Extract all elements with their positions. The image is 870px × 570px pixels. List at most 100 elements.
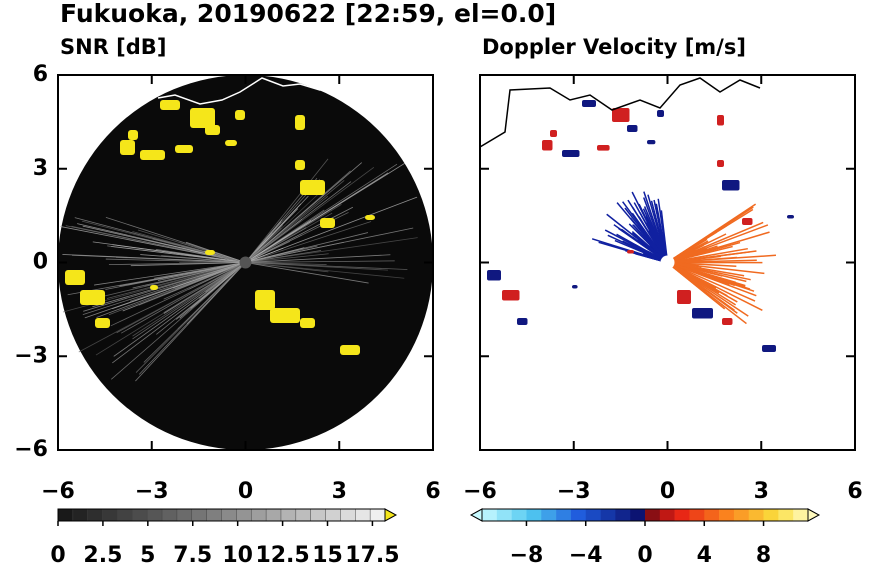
echo [717, 115, 724, 126]
echo-ray [135, 262, 246, 373]
echo [787, 215, 794, 219]
colorbar-segment [748, 509, 764, 521]
colorbar-tick-label: 15 [312, 543, 343, 568]
echo-ray [245, 227, 282, 263]
colorbar-segment [176, 508, 193, 522]
echo-ray [245, 253, 329, 263]
colorbar-segment [206, 508, 223, 522]
colorbar-segment [102, 508, 119, 522]
center [660, 255, 675, 270]
coastline [157, 77, 334, 105]
echo-ray [120, 262, 246, 334]
echo-ray [245, 206, 354, 263]
radar-image [58, 75, 433, 450]
colorbar-tick-label: 10 [222, 543, 253, 568]
colorbar-tick-label: −4 [569, 543, 603, 568]
echo [300, 318, 315, 328]
echo [225, 140, 237, 146]
echo-ray [110, 262, 246, 327]
echo-ray [245, 221, 372, 263]
x-tick-label: 3 [332, 479, 347, 504]
echo-ray [667, 247, 748, 264]
echo [295, 160, 305, 170]
echo [235, 110, 245, 120]
colorbar-segment [733, 509, 750, 521]
colorbar-segment [674, 509, 690, 521]
echo-ray [650, 200, 669, 263]
echo-ray [245, 172, 389, 263]
coastline [480, 77, 761, 148]
echo [572, 285, 578, 289]
colorbar-tick-label: 17.5 [345, 543, 399, 568]
panel-title: SNR [dB] [60, 35, 166, 59]
echo [502, 290, 520, 301]
echo [255, 290, 275, 310]
echo [295, 115, 305, 130]
colorbar-segment [265, 508, 282, 522]
echo-ray [96, 262, 246, 318]
echo-ray [245, 162, 363, 263]
echo [517, 318, 528, 325]
echo-ray [667, 261, 756, 302]
echo-ray [245, 241, 345, 263]
colorbar-tick-label: 2.5 [83, 543, 122, 568]
echo-ray [71, 254, 246, 263]
echo-ray [92, 262, 246, 308]
colorbar-tick-label: −8 [510, 543, 544, 568]
echo-ray [667, 261, 751, 290]
colorbar-segment [57, 508, 74, 522]
echo-ray [111, 262, 246, 380]
colorbar-segment [146, 508, 163, 522]
echo-ray [65, 225, 246, 263]
panel-title: Doppler Velocity [m/s] [482, 35, 746, 59]
colorbar-extend [384, 508, 398, 522]
echo-ray [245, 254, 391, 263]
x-tick-label: 0 [238, 479, 253, 504]
y-tick-label: 6 [33, 62, 48, 87]
echo [612, 108, 630, 122]
echo-ray [648, 222, 669, 263]
echo [300, 180, 325, 195]
echo-ray [94, 262, 246, 286]
echo-ray [132, 262, 246, 340]
echo [722, 180, 740, 191]
y-tick-label: −3 [14, 343, 48, 368]
echo-ray [667, 254, 776, 264]
echo-ray [175, 262, 246, 320]
colorbar-segment [325, 508, 341, 522]
colorbar-segment [191, 508, 208, 522]
echo [65, 270, 85, 285]
echo-ray [245, 262, 388, 271]
echo [742, 218, 753, 225]
echo-ray [638, 227, 669, 263]
echo-ray [667, 261, 749, 317]
colorbar-segment [310, 508, 327, 522]
colorbar-segment [719, 509, 735, 521]
x-tick-label: 0 [660, 479, 675, 504]
colorbar-segment [570, 509, 587, 521]
y-tick-label: −6 [14, 437, 48, 462]
echo [722, 318, 733, 325]
colorbar-segment [161, 508, 178, 522]
colorbar-segment [585, 509, 601, 521]
echo [270, 308, 300, 323]
echo-ray [245, 260, 395, 263]
echo [128, 130, 138, 140]
echo [80, 290, 105, 305]
radar-image [480, 77, 794, 352]
echo-ray [135, 262, 246, 382]
echo-ray [105, 216, 246, 263]
echo-ray [245, 237, 418, 263]
colorbar-segment [511, 509, 527, 521]
figure-title: Fukuoka, 20190622 [22:59, el=0.0] [60, 0, 556, 28]
echo-ray [130, 262, 246, 267]
colorbar-segment [117, 508, 133, 522]
echo-ray [129, 262, 246, 302]
colorbar-tick-label: 0 [50, 543, 65, 568]
colorbar-extend [807, 508, 821, 522]
colorbar-segment [355, 508, 371, 522]
echo-ray [245, 250, 322, 263]
echo-ray [618, 227, 668, 264]
echo-ray [82, 225, 246, 263]
echo-ray [78, 262, 246, 353]
